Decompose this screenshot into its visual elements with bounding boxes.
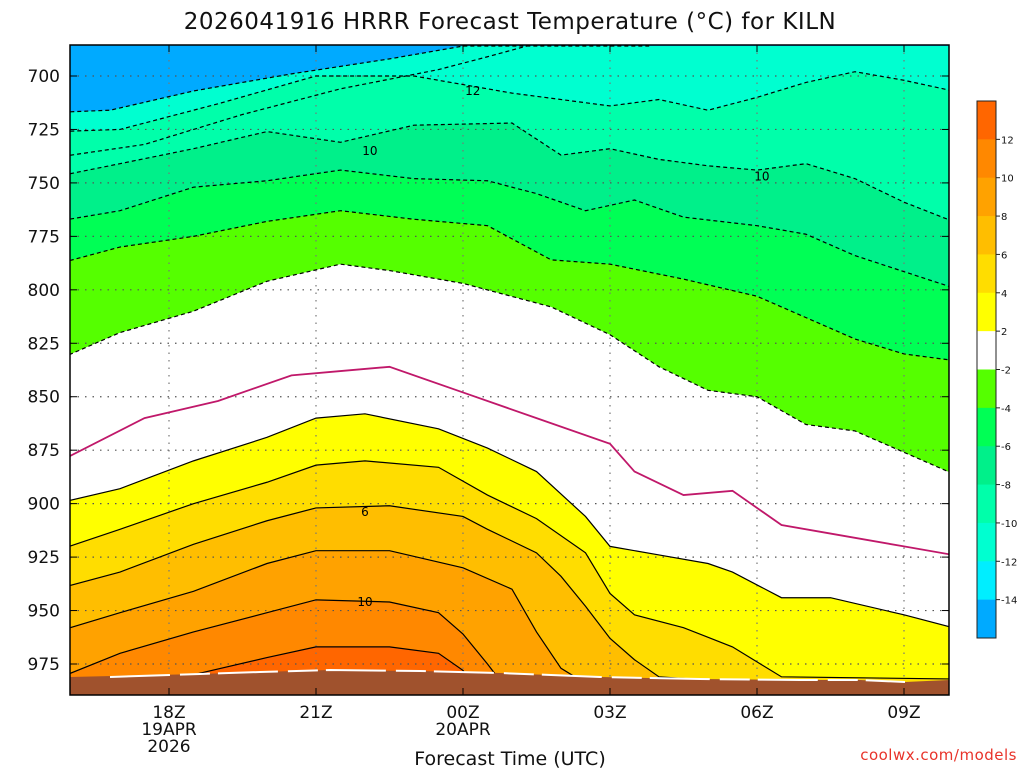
y-tick-label: 800 (28, 281, 60, 301)
isotherm-12 (119, 646, 474, 686)
colorbar-band (977, 101, 996, 140)
y-axis: 700 725 750 775 800 825 850 875 900 925 950 975 (28, 67, 949, 675)
contour-label: 10 (362, 144, 377, 158)
colorbar-band (977, 484, 996, 524)
colorbar-tick-label: -6 (1001, 442, 1011, 453)
colorbar-tick-label: -12 (1001, 557, 1017, 568)
isotherm-2 (70, 413, 949, 628)
x-tick-label: 20APR (435, 720, 491, 740)
contour-label: 10 (357, 595, 372, 609)
x-tick-label: 00Z (446, 703, 479, 723)
colorbar-band (977, 369, 996, 409)
plot-frame (69, 44, 950, 696)
x-tick-label: 2026 (147, 737, 190, 757)
y-tick-label: 700 (28, 67, 60, 87)
colorbar-tick-label: 2 (1001, 327, 1007, 338)
colorbar-band (977, 561, 996, 601)
y-tick-label: 875 (28, 441, 60, 461)
y-tick-label: 925 (28, 548, 60, 568)
y-tick-label: 900 (28, 495, 60, 515)
isotherm-0 (70, 365, 949, 556)
colorbar-tick-label: -8 (1001, 481, 1011, 492)
colorbar-tick-label: -10 (1001, 519, 1017, 530)
credit-text: coolwx.com/models (860, 746, 1017, 764)
x-axis-label: Forecast Time (UTC) (414, 748, 605, 768)
x-tick-label: 21Z (299, 703, 332, 723)
colorbar-tick-label: -2 (1001, 366, 1011, 377)
contour-label: 12 (465, 84, 480, 98)
isotherm-6 (70, 505, 949, 686)
colorbar-tick-label: 4 (1001, 289, 1007, 300)
y-tick-label: 825 (28, 334, 60, 354)
colorbar-band (977, 177, 996, 217)
colorbar-band (977, 292, 996, 332)
isotherm--2 (70, 263, 949, 473)
contour-labels: 12 10 10 6 10 (357, 84, 769, 609)
y-tick-label: 725 (28, 120, 60, 140)
colorbar-band (977, 599, 996, 639)
colorbar-tick-label: -4 (1001, 404, 1011, 415)
y-tick-label: 775 (28, 227, 60, 247)
ground-surface-line (109, 668, 906, 683)
y-tick-label: 975 (28, 655, 60, 675)
y-tick-label: 950 (28, 602, 60, 622)
colorbar-band (977, 254, 996, 294)
isotherm--14 (70, 45, 527, 156)
x-tick-label: 18Z (152, 703, 185, 723)
y-tick-label: 750 (28, 174, 60, 194)
isotherm-4 (70, 460, 949, 680)
contour-label: 6 (361, 505, 369, 519)
colorbar-band (977, 331, 996, 370)
colorbar-tick-label: 10 (1001, 174, 1014, 185)
isotherm--4 (70, 210, 949, 361)
x-tick-label: 19APR (141, 720, 197, 740)
colorbar-band (977, 216, 996, 255)
contour-label: 10 (754, 169, 769, 183)
temperature-fill-bands (70, 45, 949, 695)
colorbar-tick-label: 8 (1001, 212, 1007, 223)
colorbar: 12 10 8 6 4 2 -2 -4 -6 -8 -10 -12 -14 (976, 100, 1017, 639)
colorbar-tick-label: -14 (1001, 596, 1017, 607)
x-tick-label: 09Z (887, 703, 920, 723)
isotherm--12 (70, 45, 650, 113)
x-tick-label: 03Z (593, 703, 626, 723)
isotherm--6 (70, 169, 949, 288)
isotherm--10 (70, 71, 949, 132)
x-tick-label: 06Z (740, 703, 773, 723)
colorbar-tick-label: 12 (1001, 135, 1014, 146)
plot-area: 12 10 10 6 10 (70, 45, 949, 695)
colorbar-band (977, 139, 996, 179)
colorbar-band (977, 407, 996, 447)
y-tick-label: 850 (28, 388, 60, 408)
chart-title: 2026041916 HRRR Forecast Temperature (°C… (184, 9, 836, 35)
ground-terrain (70, 670, 949, 695)
colorbar-band (977, 522, 996, 562)
colorbar-tick-label: 6 (1001, 250, 1007, 261)
isotherm--8 (70, 122, 949, 221)
colorbar-band (977, 446, 996, 486)
